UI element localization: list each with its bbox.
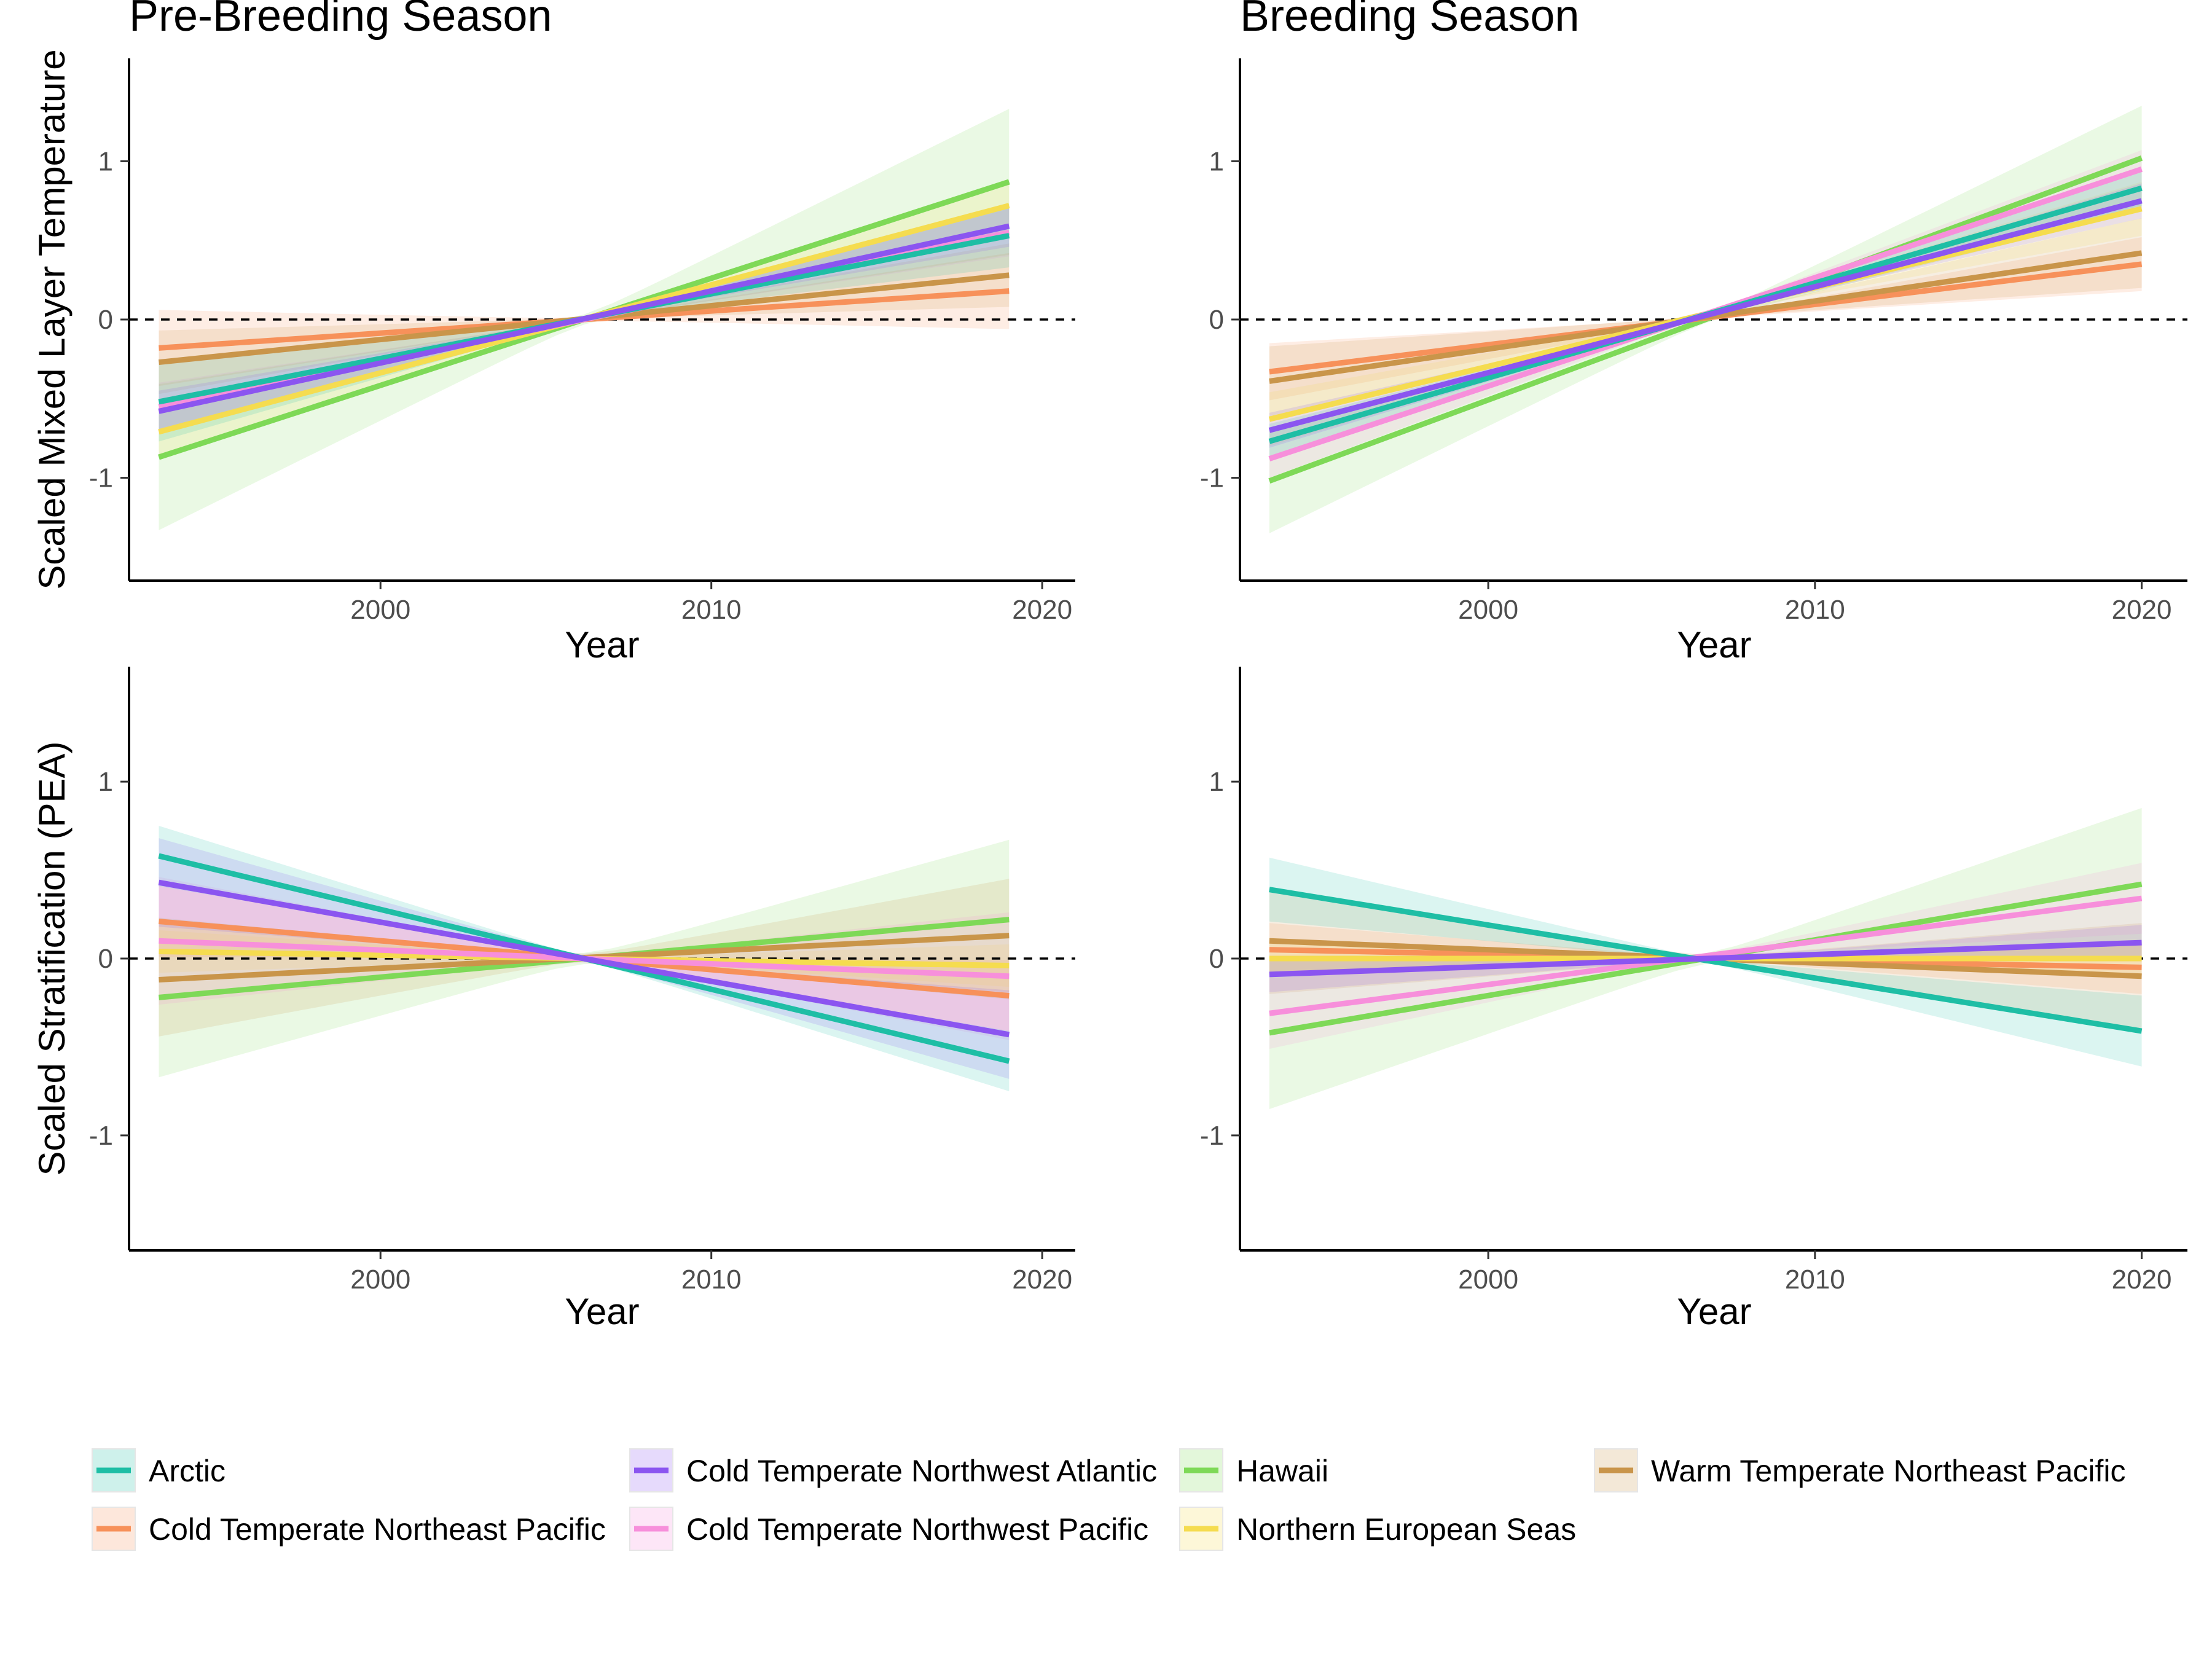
y-tick-label: 0: [1209, 944, 1224, 974]
x-tick-label: 2020: [1012, 595, 1072, 625]
legend-label: Northern European Seas: [1236, 1512, 1576, 1547]
legend-item-cold-temperate-northeast-pacific: Cold Temperate Northeast Pacific: [92, 1507, 606, 1551]
legend-label: Cold Temperate Northwest Pacific: [686, 1512, 1148, 1547]
legend-label: Cold Temperate Northeast Pacific: [149, 1512, 606, 1547]
trend-line-cold-temperate-northwest-atlantic: [1269, 939, 2142, 978]
y-tick-label: -1: [89, 463, 113, 493]
legend-item-cold-temperate-northwest-pacific: Cold Temperate Northwest Pacific: [629, 1507, 1148, 1551]
legend-item-northern-european-seas: Northern European Seas: [1179, 1507, 1576, 1551]
x-tick-label: 2020: [1012, 1265, 1072, 1295]
legend-label: Arctic: [149, 1454, 226, 1488]
plot-panel-breeding-stratification: 2000 2010 2020 -1 0 1: [1200, 667, 2187, 1295]
plot-panel-pre-breeding-temperature: 2000 2010 2020 -1 0 1: [89, 58, 1075, 625]
x-axis-title: Year: [1677, 1291, 1751, 1332]
legend-item-warm-temperate-northeast-pacific: Warm Temperate Northeast Pacific: [1594, 1448, 2126, 1492]
x-tick-label: 2020: [2112, 1265, 2172, 1295]
legend-item-hawaii: Hawaii: [1179, 1448, 1328, 1492]
x-tick-label: 2010: [1785, 595, 1845, 625]
y-tick-label: 1: [1209, 767, 1224, 797]
x-axis-title: Year: [565, 624, 639, 665]
x-tick-label: 2000: [350, 595, 410, 625]
panel-title-pre-breeding: Pre-Breeding Season: [129, 0, 552, 41]
trend-line-cold-temperate-northwest-atlantic: [1268, 198, 2143, 433]
x-axis-title: Year: [565, 1291, 639, 1332]
y-tick-label: 0: [1209, 305, 1224, 335]
x-tick-label: 2020: [2112, 595, 2172, 625]
x-tick-label: 2000: [1458, 595, 1518, 625]
x-tick-label: 2000: [350, 1265, 410, 1295]
y-tick-label: 1: [1209, 146, 1224, 176]
y-tick-label: 0: [98, 305, 113, 335]
plot-panel-breeding-temperature: 2000 2010 2020 -1 0 1: [1200, 58, 2187, 625]
x-tick-label: 2010: [1785, 1265, 1845, 1295]
trend-line-cold-temperate-northwest-atlantic: [158, 879, 1010, 1038]
plot-panel-pre-breeding-stratification: 2000 2010 2020 -1 0 1: [89, 667, 1075, 1295]
x-tick-label: 2000: [1458, 1265, 1518, 1295]
panel-title-breeding: Breeding Season: [1240, 0, 1579, 41]
legend-label: Hawaii: [1236, 1454, 1328, 1488]
y-tick-label: 1: [98, 146, 113, 176]
y-axis-title-temperature: Scaled Mixed Layer Temperature: [31, 49, 73, 589]
y-tick-label: -1: [1200, 1121, 1224, 1151]
y-tick-label: -1: [89, 1121, 113, 1151]
legend: Arctic Cold Temperate Northwest Atlantic H…: [92, 1448, 2126, 1551]
y-tick-label: -1: [1200, 463, 1224, 493]
legend-label: Warm Temperate Northeast Pacific: [1651, 1454, 2126, 1488]
trend-line-cold-temperate-northwest-atlantic: [158, 223, 1010, 414]
legend-item-cold-temperate-northwest-atlantic: Cold Temperate Northwest Atlantic: [629, 1448, 1157, 1492]
y-tick-label: 0: [98, 944, 113, 974]
x-axis-title: Year: [1677, 624, 1751, 665]
y-axis-title-stratification: Scaled Stratification (PEA): [31, 742, 73, 1176]
y-tick-label: 1: [98, 767, 113, 797]
legend-label: Cold Temperate Northwest Atlantic: [686, 1454, 1157, 1488]
x-tick-label: 2010: [681, 595, 742, 625]
legend-item-arctic: Arctic: [92, 1448, 226, 1492]
x-tick-label: 2010: [681, 1265, 742, 1295]
